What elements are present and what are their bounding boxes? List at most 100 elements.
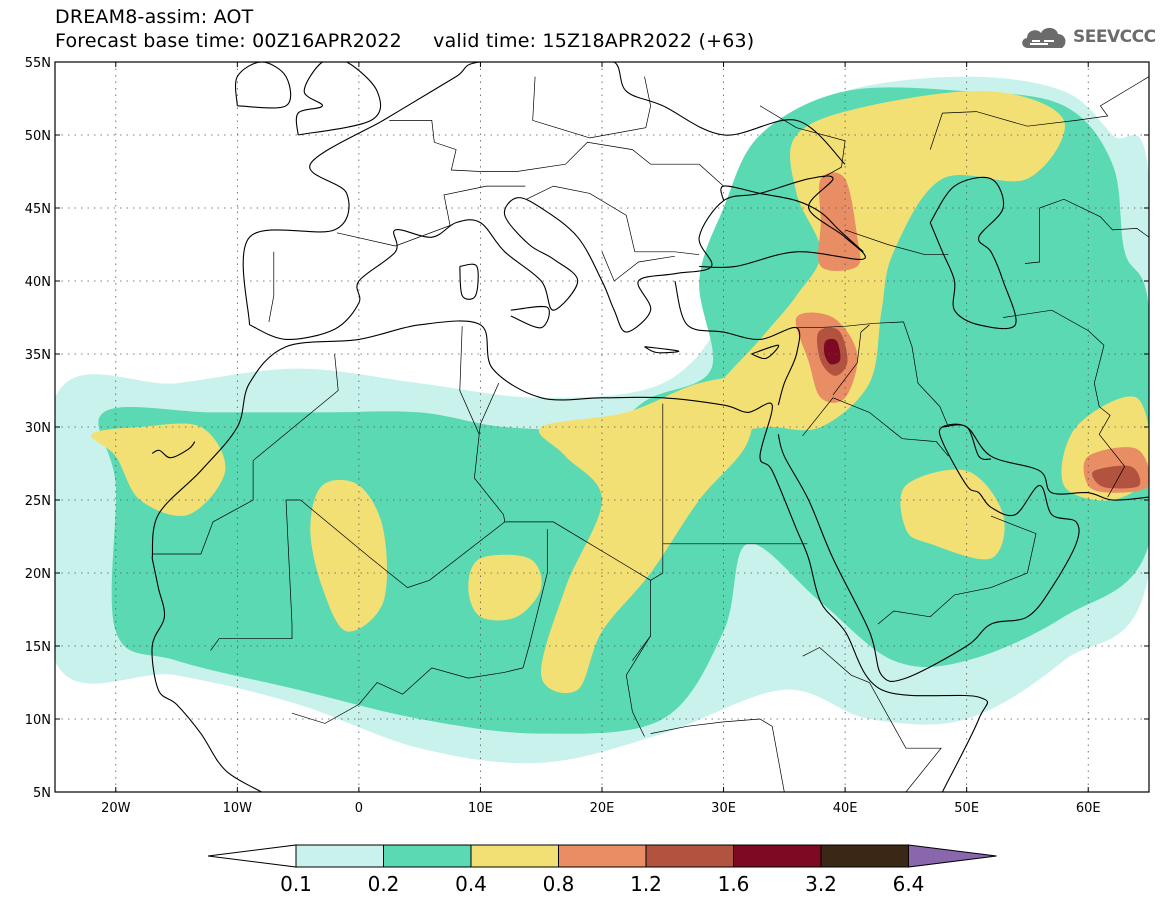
- colorbar-label: 1.6: [718, 872, 750, 896]
- seevccc-logo: SEEVCCC: [1018, 22, 1156, 52]
- colorbar-segment: [645, 844, 734, 868]
- colorbar-segment: [470, 844, 559, 868]
- colorbar: 0.1 0.2 0.4 0.8 1.2 1.6 3.2 6.4: [207, 844, 997, 896]
- coastline-ireland: [234, 62, 292, 109]
- colorbar-over-arrow: [908, 844, 997, 868]
- dust-region-c04: [310, 479, 388, 632]
- lon-tick-label: 50E: [954, 801, 979, 816]
- lat-tick-label: 50N: [25, 129, 51, 144]
- colorbar-segment: [383, 844, 472, 868]
- colorbar-segment: [558, 844, 647, 868]
- border-iran-east: [1093, 345, 1126, 498]
- lon-tick-label: 40E: [833, 801, 858, 816]
- valid-time-label: valid time: 15Z18APR2022 (+63): [433, 30, 755, 52]
- time-info: Forecast base time: 00Z16APR2022 valid t…: [55, 30, 754, 52]
- border-iraq-iran: [903, 321, 949, 428]
- colorbar-label: 6.4: [893, 872, 925, 896]
- coastline-west-africa: [151, 558, 262, 792]
- cloud-icon: [1022, 27, 1066, 48]
- lon-tick-label: 10E: [468, 801, 493, 816]
- lat-tick-label: 40N: [25, 275, 51, 290]
- lat-tick-label: 35N: [25, 348, 51, 363]
- coastline-turkey-levant: [674, 280, 801, 406]
- border-europe-1: [389, 120, 724, 187]
- lon-tick-label: 0: [355, 801, 363, 816]
- coastline-canaries: [151, 441, 196, 459]
- map-title: DREAM8-assim: AOT: [55, 6, 254, 28]
- dust-region-c12: [1092, 465, 1141, 489]
- lon-tick-label: 20E: [590, 801, 615, 816]
- colorbar-label: 0.4: [455, 872, 487, 896]
- colorbar-label: 1.2: [630, 872, 662, 896]
- dust-region-c04: [468, 554, 542, 621]
- border-kazakh: [1024, 198, 1149, 264]
- border-chad-sudan: [625, 635, 651, 737]
- border-niger-chad: [522, 529, 548, 668]
- coastline-iberia-south: [249, 175, 866, 340]
- lat-tick-label: 15N: [25, 640, 51, 655]
- colorbar-label: 0.1: [280, 872, 312, 896]
- coastline-sicily: [510, 305, 550, 329]
- coastline-persian-gulf-north: [942, 424, 992, 461]
- lon-tick-label: 20W: [101, 801, 131, 816]
- border-libya-tunisia: [478, 383, 500, 435]
- colorbar-under-arrow: [207, 844, 297, 868]
- border-niger-nigeria: [402, 667, 524, 695]
- border-maghreb-2: [252, 353, 339, 461]
- border-libya-chad: [504, 521, 651, 581]
- border-mali-bf: [291, 682, 403, 724]
- border-pyrenees-alps: [336, 185, 526, 247]
- colorbar-label: 0.2: [368, 872, 400, 896]
- colorbar-segment: [820, 844, 909, 868]
- border-turkmen: [1003, 309, 1105, 346]
- coastline-iberia-europe: [242, 62, 846, 325]
- lon-tick-label: 10W: [223, 801, 253, 816]
- lon-tick-label: 30E: [711, 801, 736, 816]
- border-libya-egypt: [632, 403, 664, 661]
- border-algeria-mali-niger: [300, 326, 506, 588]
- coastlines-and-borders: [151, 62, 1149, 792]
- border-mauritania-mali: [210, 624, 293, 651]
- border-europe-4: [601, 251, 675, 282]
- border-maghreb-1: [152, 460, 254, 555]
- lat-tick-label: 55N: [25, 56, 51, 71]
- logo-text: SEEVCCC: [1073, 27, 1156, 47]
- lat-tick-label: 5N: [33, 786, 51, 801]
- border-europe-2: [532, 76, 651, 139]
- coastline-uk: [295, 62, 382, 136]
- colorbar-segment: [295, 844, 384, 868]
- border-ukraine-russia: [759, 105, 846, 178]
- border-saudi-north: [802, 397, 949, 457]
- border-iraq-syria: [832, 324, 870, 396]
- colorbar-label: 0.8: [543, 872, 575, 896]
- border-kazakh-russia: [929, 76, 1149, 150]
- axis-ticks: 55N 50N 45N 40N 35N 30N 25N 20N 15N 10N 5N 20W 10W 0 1…: [25, 56, 1149, 816]
- border-europe-3: [526, 185, 700, 256]
- lat-tick-label: 25N: [25, 494, 51, 509]
- lat-tick-label: 10N: [25, 713, 51, 728]
- colorbar-label: 3.2: [805, 872, 837, 896]
- border-turkey-syria: [796, 321, 904, 329]
- coastline-caspian: [929, 176, 1017, 330]
- coastline-red-sea-east: [777, 423, 1149, 682]
- border-sudan-south: [650, 718, 785, 792]
- lat-tick-label: 45N: [25, 202, 51, 217]
- border-iberia-portugal: [268, 251, 275, 322]
- border-mauritania-mali-2: [285, 499, 301, 625]
- dust-region-c08: [818, 172, 861, 272]
- border-saudi-south: [877, 515, 1037, 625]
- dust-region-c16: [823, 338, 841, 365]
- border-caucasus: [844, 229, 949, 256]
- lon-tick-label: 60E: [1076, 801, 1101, 816]
- dust-region-c04: [710, 90, 1065, 431]
- border-ethiopia: [802, 647, 942, 792]
- coastline-crete: [644, 346, 680, 354]
- lat-tick-label: 20N: [25, 567, 51, 582]
- coastline-africa: [151, 320, 989, 792]
- lat-tick-label: 30N: [25, 421, 51, 436]
- coastline-cyprus: [751, 344, 780, 360]
- coastline-sardinia: [459, 263, 479, 300]
- dust-region-c04: [538, 377, 754, 694]
- base-time-label: Forecast base time: 00Z16APR2022: [55, 30, 402, 52]
